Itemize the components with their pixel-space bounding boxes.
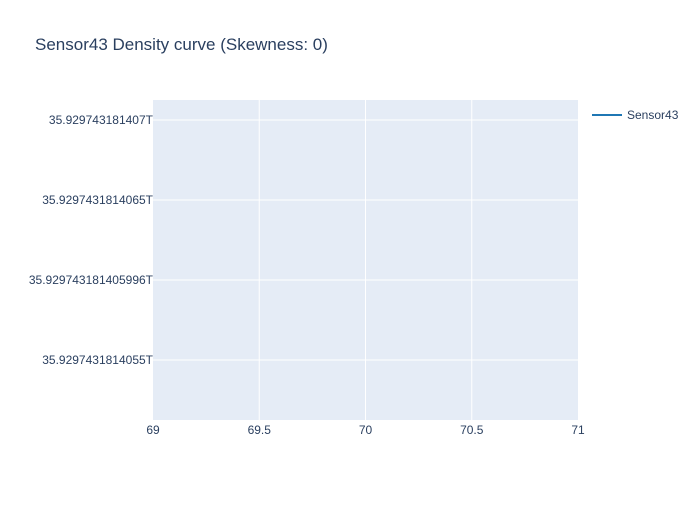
y-tick-label: 35.929743181405996T bbox=[29, 273, 154, 287]
legend[interactable]: Sensor43 bbox=[592, 108, 679, 122]
y-tick-label: 35.9297431814065T bbox=[42, 193, 153, 207]
x-tick-label: 70 bbox=[359, 423, 373, 437]
x-tick-label: 69 bbox=[146, 423, 160, 437]
legend-item-label[interactable]: Sensor43 bbox=[627, 108, 679, 122]
x-tick-label: 70.5 bbox=[460, 423, 484, 437]
x-tick-label: 69.5 bbox=[248, 423, 272, 437]
y-tick-label: 35.9297431814055T bbox=[42, 353, 153, 367]
y-tick-label: 35.929743181407T bbox=[49, 113, 154, 127]
x-tick-label: 71 bbox=[571, 423, 585, 437]
y-gridlines bbox=[153, 119, 578, 361]
chart-title: Sensor43 Density curve (Skewness: 0) bbox=[35, 35, 328, 54]
y-axis-ticks: 35.929743181407T 35.9297431814065T 35.9297… bbox=[29, 113, 154, 367]
x-gridlines bbox=[258, 100, 473, 420]
x-axis-ticks: 69 69.5 70 70.5 71 bbox=[146, 423, 585, 437]
